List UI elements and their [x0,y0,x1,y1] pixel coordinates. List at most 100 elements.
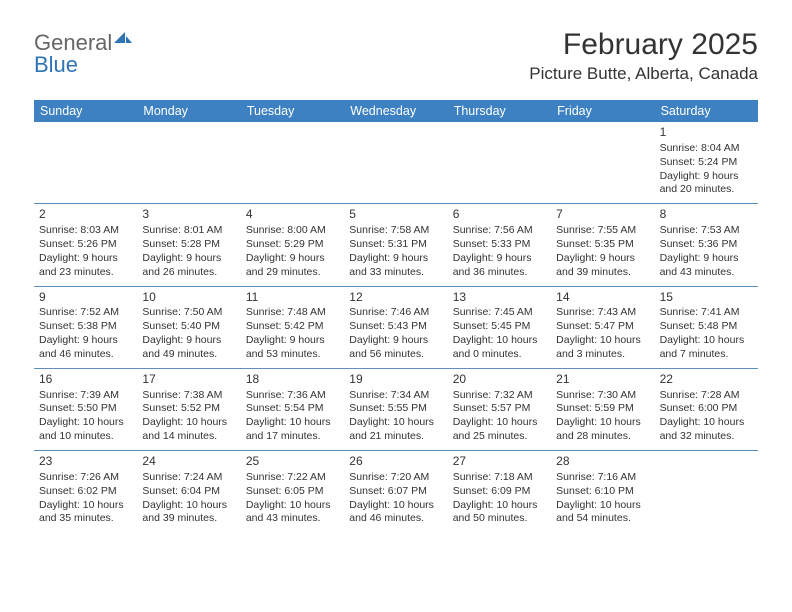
sunset-text: Sunset: 5:45 PM [453,320,547,334]
calendar-cell-empty [655,451,758,532]
calendar-cell: 4Sunrise: 8:00 AMSunset: 5:29 PMDaylight… [241,204,344,285]
calendar-cell: 9Sunrise: 7:52 AMSunset: 5:38 PMDaylight… [34,287,137,368]
calendar-cell: 15Sunrise: 7:41 AMSunset: 5:48 PMDayligh… [655,287,758,368]
calendar-cell: 20Sunrise: 7:32 AMSunset: 5:57 PMDayligh… [448,369,551,450]
calendar-cell: 25Sunrise: 7:22 AMSunset: 6:05 PMDayligh… [241,451,344,532]
day-number: 19 [349,372,443,388]
logo: GeneralBlue [34,28,132,76]
week-row: 1Sunrise: 8:04 AMSunset: 5:24 PMDaylight… [34,122,758,203]
day-number: 7 [556,207,650,223]
calendar-cell: 27Sunrise: 7:18 AMSunset: 6:09 PMDayligh… [448,451,551,532]
sunrise-text: Sunrise: 7:30 AM [556,389,650,403]
calendar-cell: 18Sunrise: 7:36 AMSunset: 5:54 PMDayligh… [241,369,344,450]
sunrise-text: Sunrise: 7:45 AM [453,306,547,320]
daylight-text: Daylight: 10 hours and 21 minutes. [349,416,443,444]
day-header-cell: Sunday [34,100,137,122]
daylight-text: Daylight: 9 hours and 36 minutes. [453,252,547,280]
sunset-text: Sunset: 6:09 PM [453,485,547,499]
sunrise-text: Sunrise: 7:20 AM [349,471,443,485]
sunrise-text: Sunrise: 7:38 AM [142,389,236,403]
daylight-text: Daylight: 9 hours and 33 minutes. [349,252,443,280]
sunrise-text: Sunrise: 7:50 AM [142,306,236,320]
daylight-text: Daylight: 10 hours and 28 minutes. [556,416,650,444]
calendar-body: 1Sunrise: 8:04 AMSunset: 5:24 PMDaylight… [34,122,758,532]
calendar-cell: 10Sunrise: 7:50 AMSunset: 5:40 PMDayligh… [137,287,240,368]
calendar-cell: 24Sunrise: 7:24 AMSunset: 6:04 PMDayligh… [137,451,240,532]
sunset-text: Sunset: 5:50 PM [39,402,133,416]
sunset-text: Sunset: 5:57 PM [453,402,547,416]
day-number: 2 [39,207,133,223]
sunset-text: Sunset: 5:26 PM [39,238,133,252]
day-number: 12 [349,290,443,306]
sunset-text: Sunset: 5:28 PM [142,238,236,252]
sunset-text: Sunset: 5:47 PM [556,320,650,334]
calendar-cell: 5Sunrise: 7:58 AMSunset: 5:31 PMDaylight… [344,204,447,285]
day-header-cell: Friday [551,100,654,122]
daylight-text: Daylight: 9 hours and 56 minutes. [349,334,443,362]
sunset-text: Sunset: 6:05 PM [246,485,340,499]
calendar-cell: 28Sunrise: 7:16 AMSunset: 6:10 PMDayligh… [551,451,654,532]
day-number: 9 [39,290,133,306]
sunset-text: Sunset: 5:52 PM [142,402,236,416]
day-number: 10 [142,290,236,306]
calendar-cell: 3Sunrise: 8:01 AMSunset: 5:28 PMDaylight… [137,204,240,285]
daylight-text: Daylight: 10 hours and 25 minutes. [453,416,547,444]
sunset-text: Sunset: 5:48 PM [660,320,754,334]
day-number: 5 [349,207,443,223]
day-number: 8 [660,207,754,223]
sunrise-text: Sunrise: 7:18 AM [453,471,547,485]
sunrise-text: Sunrise: 7:39 AM [39,389,133,403]
calendar-cell: 12Sunrise: 7:46 AMSunset: 5:43 PMDayligh… [344,287,447,368]
sunrise-text: Sunrise: 7:24 AM [142,471,236,485]
sunrise-text: Sunrise: 7:46 AM [349,306,443,320]
sunset-text: Sunset: 5:38 PM [39,320,133,334]
calendar-cell: 21Sunrise: 7:30 AMSunset: 5:59 PMDayligh… [551,369,654,450]
sunset-text: Sunset: 5:55 PM [349,402,443,416]
daylight-text: Daylight: 10 hours and 10 minutes. [39,416,133,444]
sunrise-text: Sunrise: 7:36 AM [246,389,340,403]
sunset-text: Sunset: 6:00 PM [660,402,754,416]
calendar-cell-empty [241,122,344,203]
daylight-text: Daylight: 10 hours and 46 minutes. [349,499,443,527]
day-header-cell: Monday [137,100,240,122]
week-row: 9Sunrise: 7:52 AMSunset: 5:38 PMDaylight… [34,286,758,368]
sunset-text: Sunset: 6:07 PM [349,485,443,499]
sunset-text: Sunset: 5:31 PM [349,238,443,252]
day-number: 23 [39,454,133,470]
sunrise-text: Sunrise: 7:55 AM [556,224,650,238]
sunset-text: Sunset: 5:40 PM [142,320,236,334]
calendar-cell: 17Sunrise: 7:38 AMSunset: 5:52 PMDayligh… [137,369,240,450]
sunrise-text: Sunrise: 8:00 AM [246,224,340,238]
logo-text-blue: Blue [34,52,78,77]
day-header-cell: Saturday [655,100,758,122]
day-number: 24 [142,454,236,470]
sunrise-text: Sunrise: 8:03 AM [39,224,133,238]
daylight-text: Daylight: 10 hours and 17 minutes. [246,416,340,444]
calendar-cell: 6Sunrise: 7:56 AMSunset: 5:33 PMDaylight… [448,204,551,285]
daylight-text: Daylight: 9 hours and 53 minutes. [246,334,340,362]
title-block: February 2025 Picture Butte, Alberta, Ca… [529,28,758,84]
day-number: 6 [453,207,547,223]
calendar-cell: 13Sunrise: 7:45 AMSunset: 5:45 PMDayligh… [448,287,551,368]
sunrise-text: Sunrise: 7:41 AM [660,306,754,320]
sunset-text: Sunset: 5:29 PM [246,238,340,252]
day-number: 4 [246,207,340,223]
sunrise-text: Sunrise: 7:22 AM [246,471,340,485]
daylight-text: Daylight: 9 hours and 29 minutes. [246,252,340,280]
day-number: 17 [142,372,236,388]
month-title: February 2025 [529,28,758,62]
daylight-text: Daylight: 10 hours and 7 minutes. [660,334,754,362]
calendar-cell-empty [448,122,551,203]
sunrise-text: Sunrise: 7:26 AM [39,471,133,485]
day-number: 13 [453,290,547,306]
daylight-text: Daylight: 10 hours and 14 minutes. [142,416,236,444]
calendar-cell-empty [344,122,447,203]
daylight-text: Daylight: 9 hours and 39 minutes. [556,252,650,280]
calendar-cell: 22Sunrise: 7:28 AMSunset: 6:00 PMDayligh… [655,369,758,450]
sunset-text: Sunset: 5:54 PM [246,402,340,416]
calendar-cell-empty [34,122,137,203]
sunrise-text: Sunrise: 7:58 AM [349,224,443,238]
daylight-text: Daylight: 9 hours and 20 minutes. [660,170,754,198]
sunrise-text: Sunrise: 7:43 AM [556,306,650,320]
day-header-cell: Thursday [448,100,551,122]
